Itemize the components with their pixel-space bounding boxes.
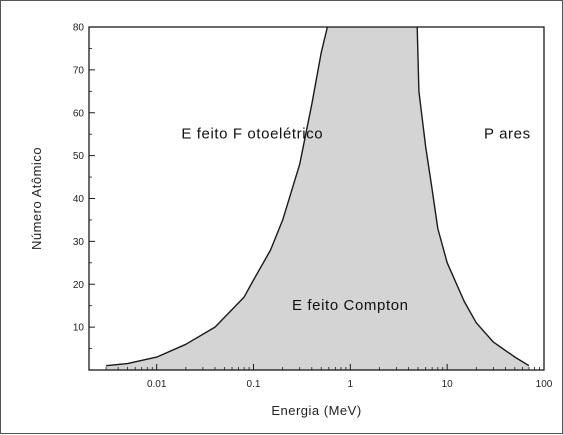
- photoelectric-compton-boundary-line: [106, 26, 329, 367]
- x-tick-label: 1: [348, 379, 354, 390]
- line-layer: [106, 26, 530, 367]
- y-tick-label: 40: [73, 194, 85, 205]
- compton-region-area: [106, 27, 529, 370]
- pairs-region-label: P ares: [484, 125, 531, 142]
- y-tick-label: 60: [73, 108, 85, 119]
- x-tick-label: 0.1: [247, 379, 261, 390]
- y-tick-label: 20: [73, 280, 85, 291]
- y-tick-label: 10: [73, 323, 85, 334]
- y-tick-label: 80: [73, 23, 85, 34]
- photoelectric-region-label: E feito F otoelétrico: [181, 125, 323, 142]
- y-axis-label: Número Atômico: [29, 147, 44, 250]
- x-tick-label: 10: [442, 379, 454, 390]
- y-tick-label: 30: [73, 237, 85, 248]
- area-layer: [106, 27, 529, 370]
- y-tick-label: 50: [73, 151, 85, 162]
- x-tick-label: 100: [536, 379, 553, 390]
- ticks-layer: [88, 26, 545, 370]
- tick-label-layer: 0.01 0.1 1 10 100 10 20 30 40 50 60 70 80: [73, 23, 553, 391]
- x-tick-label: 0.01: [147, 379, 167, 390]
- compton-pair-boundary-line: [416, 26, 530, 367]
- annotation-layer: E feito F otoelétrico P ares E feito Compt…: [181, 125, 530, 314]
- y-tick-label: 70: [73, 65, 85, 76]
- compton-region-label: E feito Compton: [292, 297, 409, 314]
- x-axis-label: Energia (MeV): [271, 403, 361, 418]
